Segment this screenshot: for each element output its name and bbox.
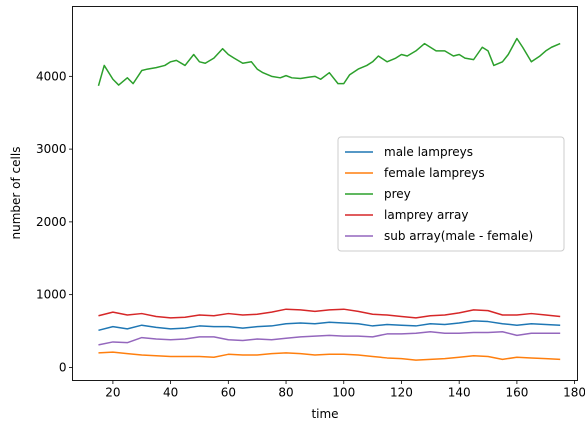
y-tick-label: 2000 bbox=[36, 215, 67, 229]
x-axis-label: time bbox=[311, 407, 338, 421]
series-line-lamprey-array bbox=[98, 308, 561, 319]
legend: male lampreys female lampreys prey lamprey … bbox=[337, 136, 565, 252]
series-line-sub-array-male-female bbox=[98, 331, 561, 346]
x-tick-label: 160 bbox=[505, 386, 528, 400]
series-line-prey bbox=[97, 37, 561, 87]
x-tick-label: 40 bbox=[163, 386, 178, 400]
x-axis: 20 40 60 80 100 120 140 160 180 bbox=[105, 380, 585, 400]
x-tick-label: 100 bbox=[332, 386, 355, 400]
x-tick-label: 120 bbox=[390, 386, 413, 400]
y-tick-label: 1000 bbox=[36, 288, 67, 302]
series-line-male-lampreys bbox=[98, 320, 561, 332]
y-axis-label: number of cells bbox=[9, 147, 23, 240]
legend-label-prey: prey bbox=[384, 187, 411, 201]
legend-label-female-lampreys: female lampreys bbox=[384, 166, 485, 180]
legend-label-male-lampreys: male lampreys bbox=[384, 145, 473, 159]
legend-label-lamprey-array: lamprey array bbox=[384, 208, 468, 222]
x-tick-label: 140 bbox=[448, 386, 471, 400]
axes-frame bbox=[72, 6, 578, 381]
y-tick-label: 3000 bbox=[36, 142, 67, 156]
legend-label-sub-array-male-female: sub array(male - female) bbox=[384, 229, 533, 243]
series-line-female-lampreys bbox=[98, 351, 561, 361]
y-tick-label: 0 bbox=[59, 360, 67, 374]
x-tick-label: 60 bbox=[221, 386, 236, 400]
legend-frame bbox=[337, 136, 565, 252]
plot-area bbox=[97, 37, 561, 361]
x-tick-label: 20 bbox=[105, 386, 120, 400]
y-axis: 0 1000 2000 3000 4000 bbox=[36, 69, 73, 374]
x-tick-label: 80 bbox=[278, 386, 293, 400]
x-tick-label: 180 bbox=[563, 386, 585, 400]
y-tick-label: 4000 bbox=[36, 69, 67, 83]
